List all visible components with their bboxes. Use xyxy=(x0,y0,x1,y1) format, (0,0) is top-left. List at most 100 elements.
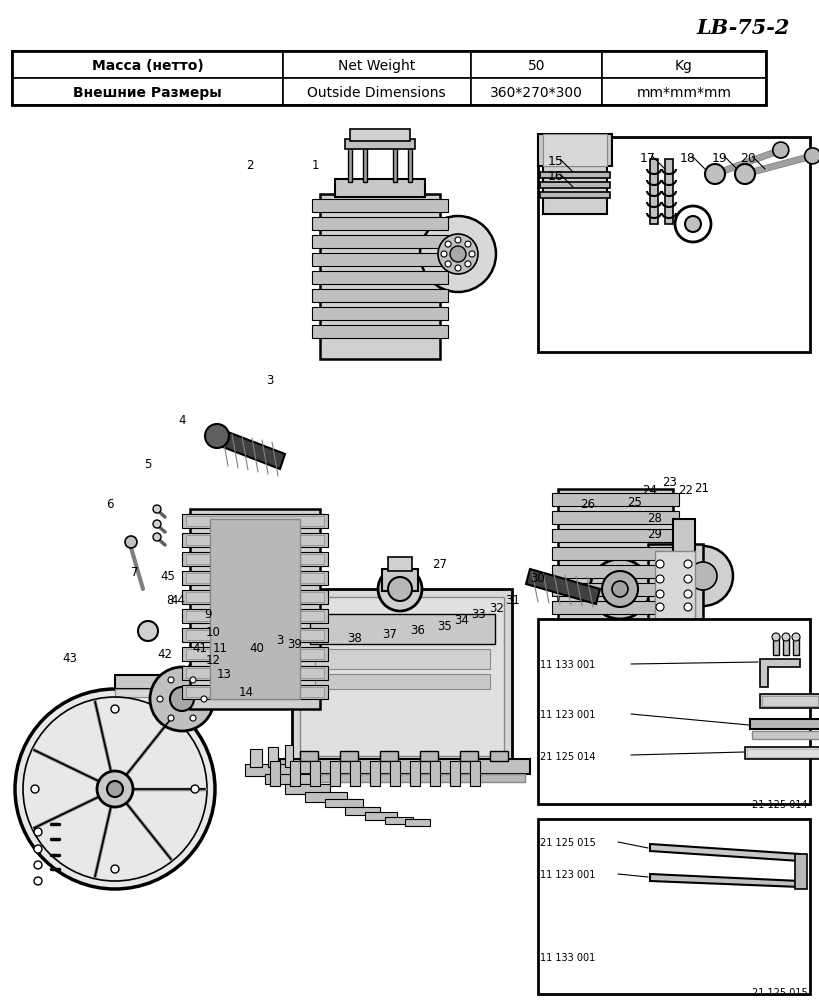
Bar xyxy=(420,752,438,762)
Bar xyxy=(186,687,324,697)
Bar xyxy=(460,752,478,762)
Circle shape xyxy=(656,603,664,611)
Text: 11 133 001: 11 133 001 xyxy=(540,952,595,962)
Bar xyxy=(182,571,328,585)
Text: 1: 1 xyxy=(311,158,319,171)
Bar xyxy=(408,145,412,182)
Text: 21: 21 xyxy=(695,481,709,494)
Circle shape xyxy=(111,705,119,713)
Bar xyxy=(186,630,324,640)
Bar xyxy=(12,79,283,106)
Bar xyxy=(558,490,673,664)
Circle shape xyxy=(107,782,123,798)
Circle shape xyxy=(191,786,199,794)
Bar xyxy=(310,762,320,787)
Text: 36: 36 xyxy=(410,623,425,636)
Circle shape xyxy=(773,143,789,159)
Bar xyxy=(335,179,425,197)
Circle shape xyxy=(157,696,163,702)
Bar xyxy=(673,519,695,634)
Bar xyxy=(312,290,448,303)
Circle shape xyxy=(170,687,194,711)
Bar xyxy=(290,762,300,787)
Circle shape xyxy=(153,520,161,528)
Bar xyxy=(405,820,430,827)
Text: 23: 23 xyxy=(663,476,677,489)
Circle shape xyxy=(378,567,422,611)
Bar xyxy=(552,601,679,614)
Bar xyxy=(450,762,460,787)
Bar xyxy=(312,254,448,267)
Bar xyxy=(280,760,530,775)
Circle shape xyxy=(469,252,475,258)
Text: 8: 8 xyxy=(166,593,174,606)
Bar xyxy=(312,235,448,248)
Text: 19: 19 xyxy=(712,152,728,165)
Bar xyxy=(750,719,819,729)
Circle shape xyxy=(111,865,119,873)
Bar xyxy=(182,609,328,623)
Text: 11 133 001: 11 133 001 xyxy=(540,659,595,669)
Bar xyxy=(760,694,819,708)
Bar xyxy=(471,79,602,106)
Bar xyxy=(795,854,807,889)
Bar xyxy=(655,551,695,621)
Text: 29: 29 xyxy=(648,528,663,541)
Circle shape xyxy=(445,241,451,247)
Bar xyxy=(190,509,320,709)
Text: Внешние Размеры: Внешние Размеры xyxy=(73,85,222,99)
Text: 7: 7 xyxy=(131,565,138,578)
Bar xyxy=(783,637,789,655)
Circle shape xyxy=(168,677,174,683)
Text: 33: 33 xyxy=(472,607,486,620)
Bar xyxy=(410,762,420,787)
Circle shape xyxy=(445,262,451,268)
Text: 6: 6 xyxy=(106,498,114,511)
Bar xyxy=(186,668,324,678)
Circle shape xyxy=(195,659,239,703)
Circle shape xyxy=(438,234,478,275)
Polygon shape xyxy=(526,569,600,604)
Circle shape xyxy=(97,772,133,808)
Text: 31: 31 xyxy=(505,593,520,606)
Circle shape xyxy=(465,241,471,247)
Bar xyxy=(186,592,324,602)
Circle shape xyxy=(684,603,692,611)
Bar xyxy=(182,628,328,642)
Text: 39: 39 xyxy=(287,638,302,651)
Circle shape xyxy=(138,621,158,641)
Bar xyxy=(752,731,819,739)
Text: 11 123 001: 11 123 001 xyxy=(540,869,595,879)
Text: 21 125 014: 21 125 014 xyxy=(752,800,808,810)
Bar xyxy=(538,820,810,994)
Text: 10: 10 xyxy=(206,625,220,638)
Bar xyxy=(552,637,679,650)
Bar xyxy=(340,752,358,762)
Bar xyxy=(285,745,293,768)
Circle shape xyxy=(15,689,215,889)
Bar xyxy=(602,79,766,106)
Bar xyxy=(370,762,380,787)
Text: 41: 41 xyxy=(192,641,207,654)
Bar xyxy=(312,272,448,285)
Circle shape xyxy=(34,829,42,836)
Text: Kg: Kg xyxy=(675,58,693,72)
Bar xyxy=(538,138,810,353)
Bar xyxy=(305,793,347,803)
Circle shape xyxy=(150,667,214,731)
Bar xyxy=(490,752,508,762)
Bar xyxy=(762,696,818,706)
Circle shape xyxy=(792,633,800,641)
Polygon shape xyxy=(650,844,800,861)
Circle shape xyxy=(684,575,692,583)
Bar xyxy=(552,619,679,632)
Bar xyxy=(380,752,398,762)
Text: mm*mm*mm: mm*mm*mm xyxy=(636,85,731,99)
Circle shape xyxy=(656,575,664,583)
Bar xyxy=(268,747,278,768)
Bar xyxy=(285,785,330,795)
Bar xyxy=(285,775,525,783)
Text: 18: 18 xyxy=(680,152,696,165)
Text: 17: 17 xyxy=(640,152,656,165)
Bar xyxy=(793,637,799,655)
